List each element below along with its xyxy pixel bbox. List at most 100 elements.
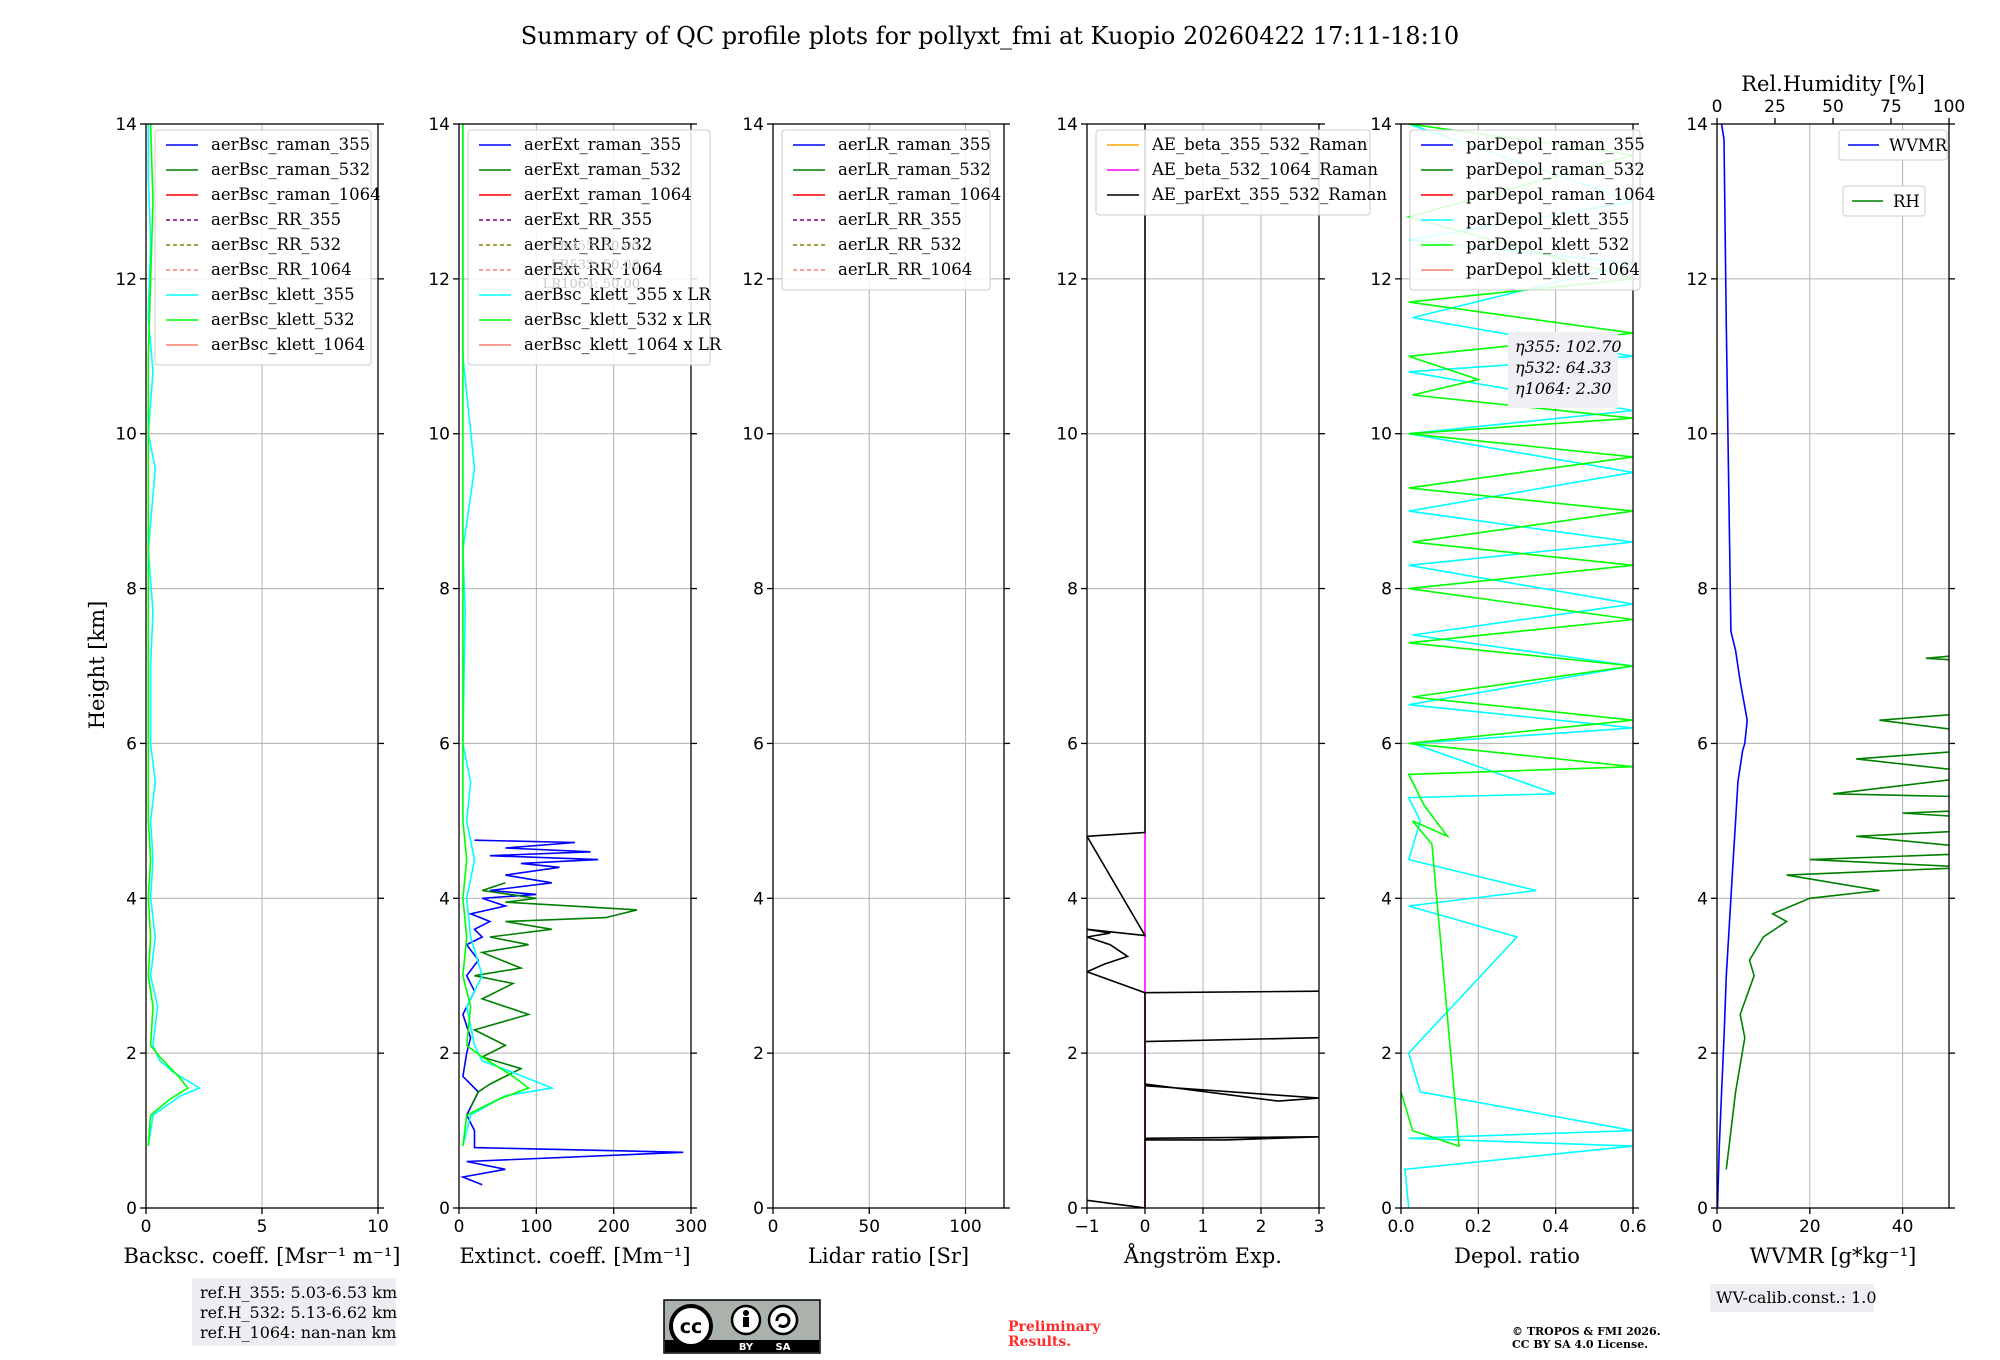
y-tick-label: 4 [126,889,137,909]
x2-tick-label: 0 [1712,97,1723,117]
plot-frame [1400,123,1634,1209]
legend-label: aerBsc_RR_532 [211,235,341,254]
x-tick-label: 0 [1712,1217,1723,1237]
wv-calibration-text: WV-calib.const.: 1.0 [1716,1288,1877,1307]
legend-label: AE_parExt_355_532_Raman [1151,185,1387,204]
legend-label: parDepol_raman_355 [1466,135,1645,154]
x-tick-label: 10 [367,1217,389,1237]
y-tick-label: 8 [1697,580,1708,600]
eta-box-bg [1508,332,1618,408]
legend-box [154,129,372,366]
legend-label: aerBsc_klett_532 x LR [524,310,711,329]
x-tick-label: 40 [1892,1217,1914,1237]
wv-calibration-box-bg [1710,1284,1874,1312]
x-tick-label: 3 [1314,1217,1325,1237]
y-tick-label: 8 [1067,580,1078,600]
series-line-AE_parExt_355_532_Raman [1087,124,1319,1208]
y-tick-label: 8 [439,580,450,600]
y-tick-label: 6 [753,734,764,754]
lr-inset-text: LR1064: 50.00 [543,277,640,292]
x2-tick-label: 75 [1880,97,1902,117]
x-tick-label: 0.0 [1387,1217,1414,1237]
x-tick-label: −1 [1074,1217,1099,1237]
legend-label: AE_beta_355_532_Raman [1151,135,1368,154]
ref-height-532: ref.H_532: 5.13-6.62 km [200,1303,397,1322]
y-tick-label: 6 [1067,734,1078,754]
copyright-line2: CC BY SA 4.0 License. [1512,1338,1648,1351]
subplot-5: 0 2 4 6 8 10 12 14 0.0 0.2 0.4 0.6 Depol. ratio parDe… [1370,115,1655,1268]
y-tick-label: 2 [439,1044,450,1064]
reference-height-box: ref.H_355: 5.03-6.53 km ref.H_532: 5.13-… [192,1278,397,1346]
y-tick-label: 14 [1686,115,1708,135]
eta-value: η355: 102.70 [1515,337,1622,356]
plot-frame [772,123,1005,1209]
reference-height-box-bg [192,1278,396,1346]
y-tick-label: 12 [1370,270,1392,290]
legend-label: parDepol_klett_1064 [1466,260,1640,279]
y-tick-label: 14 [115,115,137,135]
y-tick-label: 4 [1067,889,1078,909]
y-tick-label: 10 [742,425,764,445]
legend-label: parDepol_klett_355 [1466,210,1629,229]
legend-box [1409,129,1641,291]
y-tick-label: 6 [1697,734,1708,754]
legend-label: aerExt_RR_1064 [524,260,663,279]
legend-label: aerExt_RR_532 [524,235,652,254]
x2-tick-label: 50 [1822,97,1844,117]
y-tick-label: 0 [1697,1199,1708,1219]
legend-label: aerBsc_klett_355 [211,285,355,304]
legend-label: aerBsc_klett_1064 x LR [524,335,722,354]
y-tick-label: 14 [742,115,764,135]
x-tick-label: 0.4 [1542,1217,1569,1237]
y-tick-label: 2 [126,1044,137,1064]
legend-label: aerBsc_klett_355 x LR [524,285,711,304]
x-axis-label: Depol. ratio [1454,1244,1580,1268]
legend-label: parDepol_raman_1064 [1466,185,1655,204]
lr-inset-text: LR532: 50.00 [551,258,640,273]
y-tick-label: 4 [753,889,764,909]
legend-box [1838,129,1948,161]
legend-box [467,129,711,366]
preliminary-note-line2: Results. [1008,1334,1071,1350]
subplot-1: 0 2 4 6 8 10 12 14 0 5 10 Backsc. coeff. [Msr⁻¹ m⁻¹… [115,115,400,1268]
share-alike-icon-arrow [775,1313,791,1328]
y-tick-label: 2 [1067,1044,1078,1064]
legend-box [1095,129,1371,216]
x-tick-label: 200 [597,1217,629,1237]
ref-height-355: ref.H_355: 5.03-6.53 km [200,1283,397,1302]
y-tick-label: 4 [439,889,450,909]
y-tick-label: 14 [428,115,450,135]
attribution-icon-body [743,1317,749,1327]
x-tick-label: 0 [768,1217,779,1237]
series-line-RH [1725,655,1949,1170]
legend-label: aerBsc_klett_1064 [211,335,365,354]
y-tick-label: 0 [1381,1199,1392,1219]
cc-icon-text: cc [680,1316,703,1338]
legend-label: aerBsc_raman_1064 [211,185,381,204]
series-line-aerExt_raman_355 [460,839,684,1186]
legend-label: aerLR_RR_355 [838,210,962,229]
legend-label: aerExt_raman_532 [524,160,681,179]
y-tick-label: 0 [439,1199,450,1219]
x-axis-label: WVMR [g*kg⁻¹] [1750,1244,1917,1268]
x-tick-label: 0.6 [1619,1217,1646,1237]
attribution-icon-head [743,1310,749,1316]
x-axis-label: Lidar ratio [Sr] [808,1244,969,1268]
legend-box [781,129,991,291]
legend-label: aerLR_RR_1064 [838,260,972,279]
y-tick-label: 10 [1370,425,1392,445]
cc-license-badge: cc BY SA [663,1299,821,1354]
series-line-aerBsc_klett_532 x LR [462,124,531,1147]
x-tick-label: 0 [454,1217,465,1237]
legend-label: aerBsc_klett_532 [211,310,355,329]
eta-value: η1064: 2.30 [1515,379,1611,398]
eta-value: η532: 64.33 [1515,358,1611,377]
x-axis-label: Extinct. coeff. [Mm⁻¹] [459,1244,690,1268]
x-tick-label: 300 [675,1217,707,1237]
y-tick-label: 14 [1370,115,1392,135]
legend-label: aerLR_raman_355 [838,135,991,154]
